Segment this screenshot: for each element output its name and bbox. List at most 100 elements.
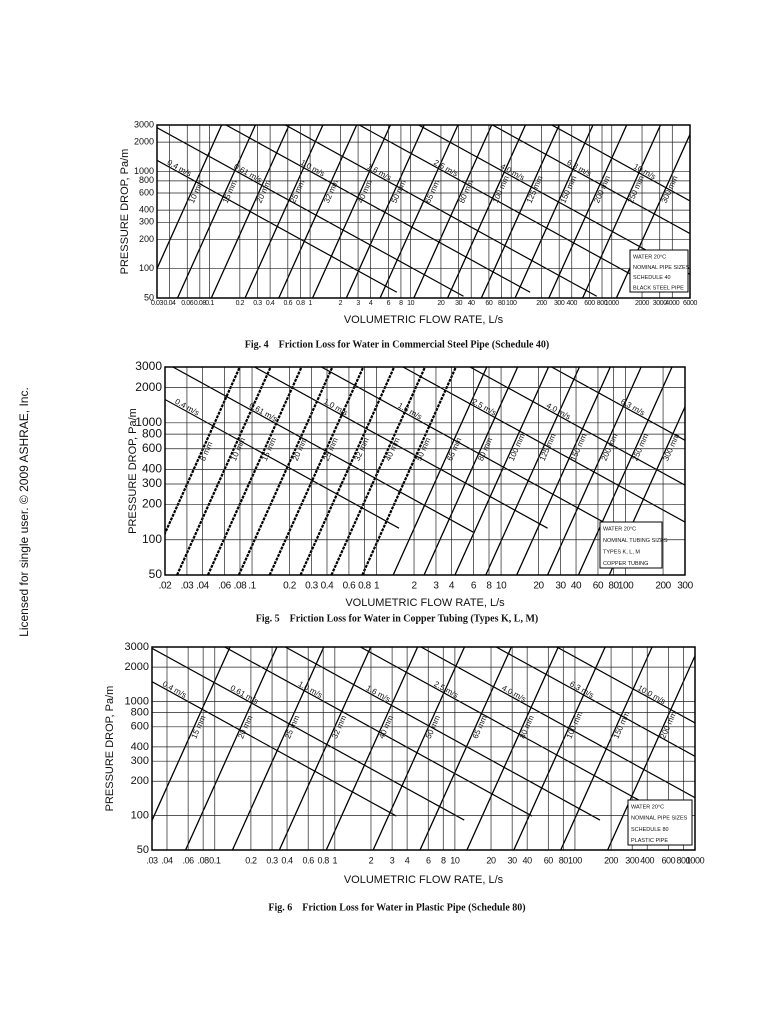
pipe-size-label: 15 mm: [221, 178, 239, 204]
y-tick-label: 2000: [135, 380, 162, 394]
x-tick-label: 0.3: [253, 300, 262, 307]
velocity-label: 1.6 m/s: [396, 401, 423, 422]
pipe-size-line: [311, 125, 391, 298]
y-tick-label: 50: [149, 567, 163, 581]
pipe-size-line: [577, 367, 673, 575]
velocity-line: [224, 125, 531, 293]
pipe-size-label: 250 mm: [630, 432, 650, 462]
pipe-size-label: 125 mm: [538, 432, 558, 462]
pipe-size-label: 65 mm: [445, 436, 463, 462]
x-tick-label: 0.2: [283, 581, 297, 592]
pipe-size-line: [466, 647, 559, 850]
x-tick-label: 800: [597, 300, 608, 307]
x-axis-label: VOLUMETRIC FLOW RATE, L/s: [345, 597, 505, 609]
pipe-size-label: 32 mm: [322, 178, 340, 204]
x-tick-label: 3: [356, 300, 360, 307]
x-tick-label: 200: [536, 300, 547, 307]
pipe-size-line: [244, 125, 324, 298]
velocity-label: 1.0 m/s: [322, 397, 349, 418]
pipe-size-line: [379, 125, 459, 298]
pipe-size-line: [176, 125, 256, 298]
velocity-line: [419, 647, 695, 799]
x-tick-label: 8: [441, 855, 446, 865]
y-tick-label: 600: [139, 187, 154, 197]
y-tick-label: 300: [142, 476, 162, 490]
x-tick-label: 6000: [683, 300, 697, 307]
pipe-size-label: 10 mm: [187, 178, 205, 204]
pipe-size-label: 40 mm: [356, 178, 374, 204]
x-tick-label: 0.2: [236, 300, 245, 307]
x-tick-label: 300: [554, 300, 565, 307]
legend-text: WATER 20°C: [633, 254, 666, 260]
x-tick-label: 0.6: [303, 855, 315, 865]
pipe-size-line: [582, 125, 662, 298]
x-tick-label: 100: [568, 855, 582, 865]
x-tick-label: 20: [437, 300, 444, 307]
y-tick-label: 1000: [134, 166, 154, 176]
velocity-line: [555, 647, 695, 724]
x-tick-label: 100: [618, 581, 634, 592]
velocity-label: 2.5 m/s: [432, 158, 459, 179]
velocity-label: 4.0 m/s: [545, 401, 572, 422]
y-tick-label: 300: [131, 755, 149, 767]
x-tick-label: 3: [433, 581, 439, 592]
x-tick-label: 1000: [605, 300, 619, 307]
legend-text: WATER 20°C: [631, 804, 664, 810]
pipe-size-label: 8 mm: [198, 440, 214, 462]
pipe-size-line: [392, 367, 488, 575]
y-axis-label: PRESSURE DROP, Pa/m: [127, 408, 139, 534]
velocity-label: 1.6 m/s: [364, 683, 391, 704]
legend-text: PLASTIC PIPE: [631, 838, 668, 844]
pipe-size-label: 250 mm: [626, 174, 646, 204]
pipe-size-line: [278, 647, 372, 850]
velocity-label: 10.0 m/s: [636, 683, 667, 706]
figure: 0.03 0.04 0.06 0.08 0.1 0.2 0.3 0.4 0.6 0.8 1 2 3 4 6 8…: [119, 119, 698, 350]
velocity-line: [550, 125, 690, 202]
x-tick-label: 2000: [635, 300, 649, 307]
x-tick-label: 0.2: [245, 855, 257, 865]
pipe-size-label: 10 mm: [229, 436, 247, 462]
x-tick-label: 6: [387, 300, 391, 307]
y-tick-label: 800: [131, 706, 149, 718]
y-tick-label: 300: [139, 217, 154, 227]
pipe-size-label: 32 mm: [353, 436, 371, 462]
legend-text: NOMINAL PIPE SIZES: [633, 265, 690, 271]
x-tick-label: 30: [508, 855, 518, 865]
x-tick-label: 1: [308, 300, 312, 307]
x-tick-label: 30: [455, 300, 462, 307]
pipe-size-line: [413, 125, 493, 298]
pipe-size-line: [299, 367, 396, 575]
pipe-size-line: [615, 132, 690, 298]
pipe-size-line: [454, 367, 550, 575]
pipe-size-line: [485, 367, 581, 575]
pipe-size-label: 50 mm: [414, 436, 432, 462]
velocity-line: [157, 159, 398, 293]
y-tick-label: 2000: [125, 661, 149, 673]
x-tick-label: .04: [161, 855, 173, 865]
pipe-size-line: [330, 367, 427, 575]
x-tick-label: 1000: [686, 855, 705, 865]
x-tick-label: 600: [661, 855, 675, 865]
velocity-line: [284, 125, 598, 297]
velocity-label: 0.61 m/s: [232, 162, 263, 185]
velocity-line: [320, 367, 623, 533]
velocity-line: [284, 647, 601, 821]
x-tick-label: .08: [234, 581, 248, 592]
x-tick-label: 60: [544, 855, 554, 865]
pipe-size-label: 65 mm: [423, 178, 441, 204]
pipe-size-label: 100 mm: [491, 174, 511, 204]
x-tick-label: .03: [181, 581, 195, 592]
pipe-size-label: 100 mm: [507, 432, 527, 462]
pipe-size-line: [157, 125, 223, 271]
x-tick-label: 0.1: [205, 300, 214, 307]
y-tick-label: 100: [131, 810, 149, 822]
pipe-size-line: [176, 367, 272, 575]
y-tick-label: 1000: [125, 695, 149, 707]
y-tick-label: 1000: [135, 415, 162, 429]
x-tick-label: .08: [197, 855, 209, 865]
x-tick-label: 6: [426, 855, 431, 865]
x-tick-label: 800: [676, 855, 690, 865]
x-tick-label: 0.8: [296, 300, 305, 307]
figure-caption: Fig. 5 Friction Loss for Water in Copper…: [256, 613, 538, 624]
